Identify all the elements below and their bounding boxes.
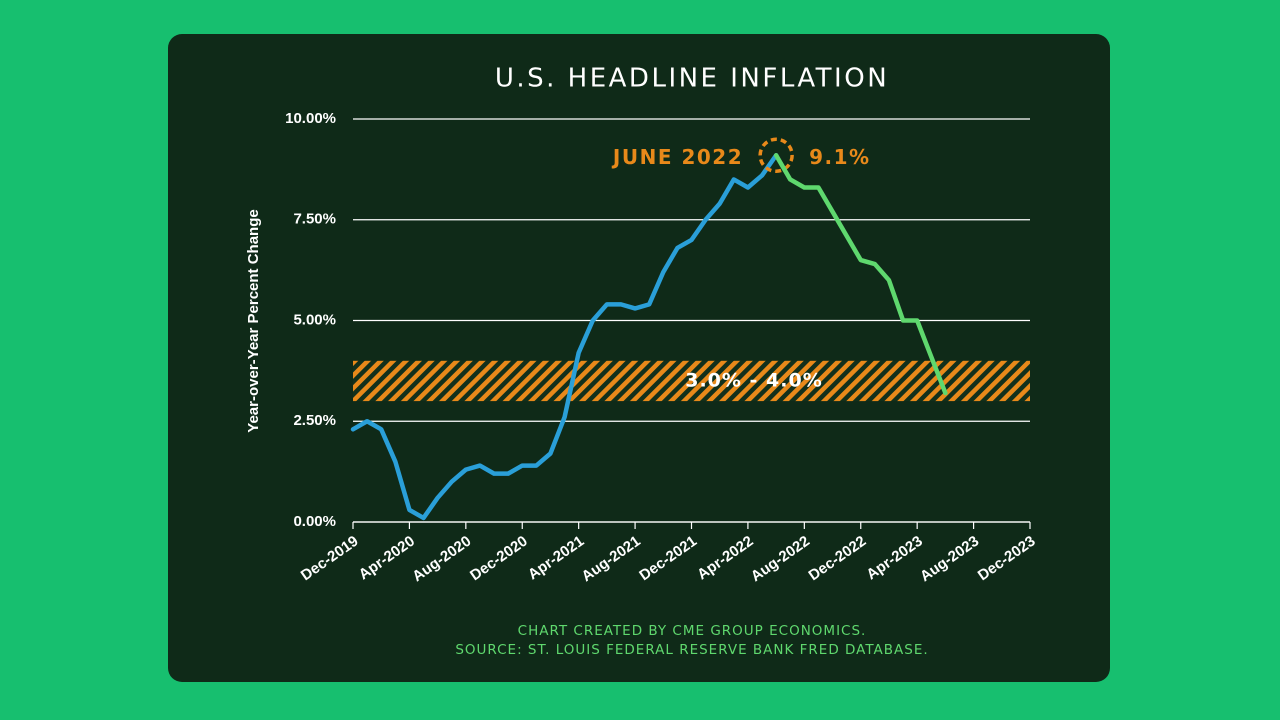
y-tick-label: 7.50% [293, 211, 336, 228]
annotation: JUNE 2022 [611, 145, 743, 169]
line-series [350, 153, 779, 521]
band-label: 3.0% - 4.0% [685, 369, 823, 391]
peak-marker [758, 137, 794, 174]
note: CHART CREATED BY CME GROUP ECONOMICS. [518, 623, 867, 639]
target-band [353, 360, 1030, 402]
card [168, 34, 1110, 682]
chart-title: U.S. HEADLINE INFLATION [495, 64, 889, 94]
y-tick-label: 2.50% [293, 412, 336, 429]
y-tick-label: 0.00% [293, 513, 336, 530]
line-series [773, 153, 948, 396]
y-tick-label: 5.00% [293, 311, 336, 328]
value-label: 9.1% [809, 145, 870, 169]
y-axis-label: Year-over-Year Percent Change [245, 209, 262, 432]
note: SOURCE: ST. LOUIS FEDERAL RESERVE BANK F… [455, 642, 928, 658]
y-tick-label: 10.00% [285, 110, 336, 127]
